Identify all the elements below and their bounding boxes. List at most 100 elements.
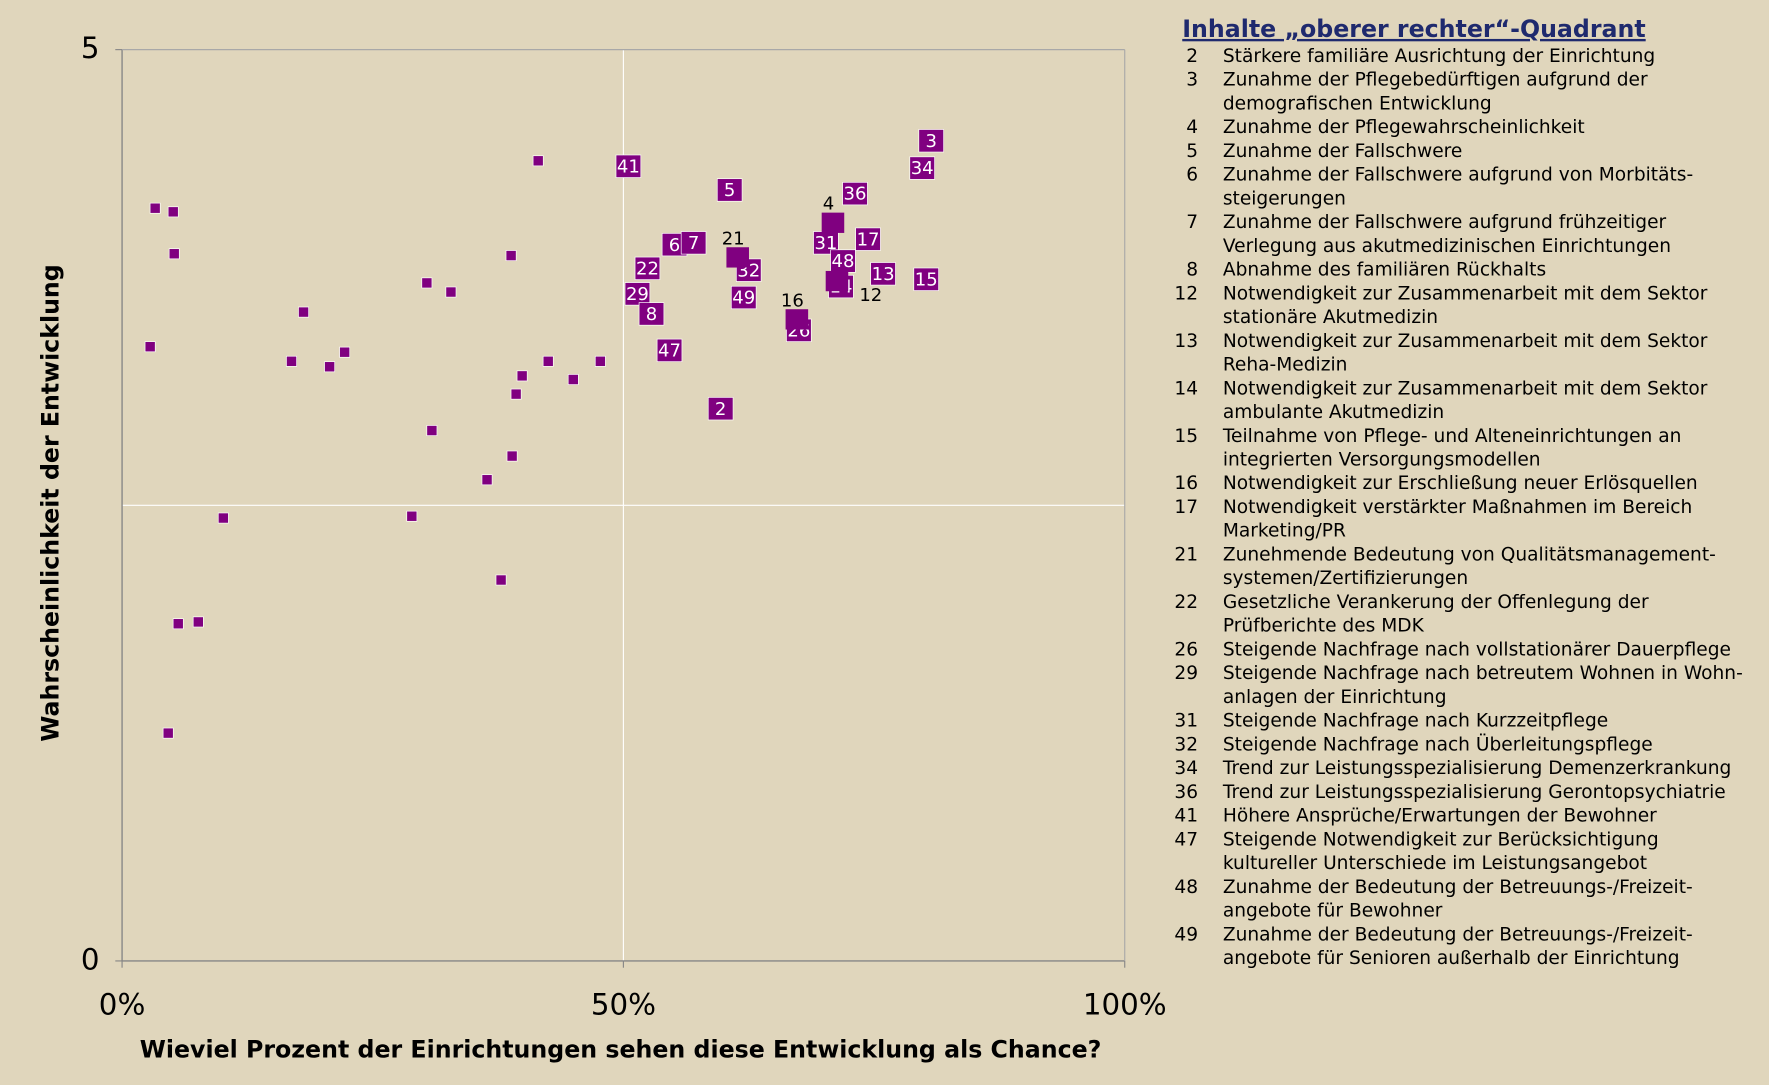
point bbox=[162, 727, 174, 739]
list-text: Höhere Ansprüche/Erwartungen der Bewohne… bbox=[1223, 806, 1657, 827]
point bbox=[217, 512, 229, 524]
point-label: 3 bbox=[925, 131, 936, 152]
list-id: 7 bbox=[1186, 212, 1198, 233]
list-id: 47 bbox=[1174, 829, 1198, 850]
point bbox=[324, 361, 336, 373]
list-text: Zunahme der Fallschwere bbox=[1223, 141, 1462, 162]
list-id: 21 bbox=[1174, 544, 1198, 565]
point bbox=[785, 309, 809, 330]
point-label: 8 bbox=[646, 304, 657, 325]
list-text: stationäre Akutmedizin bbox=[1223, 307, 1438, 328]
list-text: Zunahme der Fallschwere aufgrund von Mor… bbox=[1223, 165, 1693, 186]
point bbox=[445, 286, 457, 298]
point bbox=[842, 181, 868, 206]
point-label: 7 bbox=[688, 233, 699, 254]
list-id: 5 bbox=[1186, 141, 1198, 162]
point bbox=[506, 450, 518, 462]
list-text: Zunehmende Bedeutung von Qualitätsmanage… bbox=[1223, 544, 1716, 565]
list-text: Trend zur Leistungsspezialisierung Demen… bbox=[1222, 758, 1731, 779]
list-text: Notwendigkeit verstärkter Maßnahmen im B… bbox=[1223, 497, 1692, 518]
list-id: 36 bbox=[1174, 782, 1198, 803]
x-tick-label: 0% bbox=[99, 988, 146, 1022]
list-text: angebote für Bewohner bbox=[1223, 901, 1443, 922]
list-text: Zunahme der Fallschwere aufgrund frühzei… bbox=[1223, 212, 1667, 233]
list-text: Marketing/PR bbox=[1223, 521, 1346, 542]
point-label: 21 bbox=[722, 228, 745, 249]
point bbox=[615, 154, 642, 178]
list-id: 14 bbox=[1174, 378, 1198, 399]
point bbox=[825, 270, 849, 292]
point-label: 29 bbox=[626, 284, 649, 305]
list-text: integrierten Versorgungsmodellen bbox=[1223, 449, 1541, 470]
point bbox=[624, 282, 651, 306]
point-label: 48 bbox=[832, 251, 855, 272]
point bbox=[298, 306, 309, 318]
point bbox=[172, 618, 184, 630]
point bbox=[339, 346, 351, 358]
point bbox=[638, 302, 665, 326]
list-text: Steigende Notwendigkeit zur Berücksichti… bbox=[1223, 829, 1659, 850]
point-label: 36 bbox=[844, 184, 867, 205]
list-id: 4 bbox=[1186, 117, 1198, 138]
point bbox=[913, 267, 939, 291]
list-id: 32 bbox=[1174, 734, 1198, 755]
point bbox=[495, 574, 507, 586]
point bbox=[286, 355, 297, 367]
point bbox=[716, 178, 743, 202]
list-text: Reha-Medizin bbox=[1223, 355, 1348, 376]
list-text: ambulante Akutmedizin bbox=[1223, 402, 1444, 423]
list-text: Notwendigkeit zur Erschließung neuer Erl… bbox=[1223, 473, 1698, 494]
point-label: 2 bbox=[715, 399, 726, 420]
point-label: 41 bbox=[617, 156, 640, 177]
list-text: kultureller Unterschiede im Leistungsang… bbox=[1223, 853, 1647, 874]
point bbox=[516, 370, 528, 382]
point bbox=[594, 355, 606, 367]
list-id: 17 bbox=[1174, 497, 1198, 518]
list-id: 16 bbox=[1174, 473, 1198, 494]
list-text: Steigende Nachfrage nach Überleitungspfl… bbox=[1223, 732, 1653, 755]
list-id: 34 bbox=[1174, 758, 1198, 779]
list-text: systemen/Zertifizierungen bbox=[1223, 568, 1468, 589]
point bbox=[481, 474, 493, 486]
point bbox=[726, 247, 749, 268]
point bbox=[167, 206, 179, 218]
list-id: 2 bbox=[1186, 46, 1198, 67]
point-label: 49 bbox=[732, 288, 755, 309]
point bbox=[532, 155, 544, 167]
point bbox=[542, 355, 554, 367]
y-tick-label: 0 bbox=[81, 942, 100, 976]
point bbox=[421, 277, 433, 289]
point-label: 17 bbox=[857, 229, 880, 250]
list-text: Notwendigkeit zur Zusammenarbeit mit dem… bbox=[1223, 283, 1708, 304]
list-text: Steigende Nachfrage nach vollstationärer… bbox=[1223, 639, 1731, 660]
point-label: 22 bbox=[636, 258, 659, 279]
list-id: 3 bbox=[1186, 70, 1198, 91]
point-label: 13 bbox=[872, 264, 895, 285]
list-text: Steigende Nachfrage nach betreutem Wohne… bbox=[1223, 663, 1743, 684]
list-text: Gesetzliche Verankerung der Offenlegung … bbox=[1223, 592, 1649, 613]
list-text: demografischen Entwicklung bbox=[1223, 93, 1492, 114]
point bbox=[821, 212, 845, 233]
list-text: Trend zur Leistungsspezialisierung Geron… bbox=[1222, 782, 1726, 803]
point-label: 47 bbox=[658, 340, 681, 361]
point bbox=[870, 262, 896, 286]
list-text: anlagen der Einrichtung bbox=[1223, 687, 1447, 708]
point bbox=[144, 341, 156, 353]
list-text: angebote für Senioren außerhalb der Einr… bbox=[1223, 948, 1680, 969]
x-tick-label: 100% bbox=[1083, 988, 1167, 1022]
point-label: 12 bbox=[859, 285, 882, 306]
list-text: Prüfberichte des MDK bbox=[1223, 616, 1425, 637]
list-text: Stärkere familiäre Ausrichtung der Einri… bbox=[1223, 46, 1655, 67]
point bbox=[855, 227, 881, 251]
point bbox=[426, 425, 438, 436]
point bbox=[680, 231, 707, 255]
list-text: Notwendigkeit zur Zusammenarbeit mit dem… bbox=[1223, 378, 1708, 399]
point bbox=[730, 285, 757, 310]
list-title: Inhalte „oberer rechter“-Quadrant bbox=[1182, 15, 1645, 43]
point bbox=[909, 156, 935, 180]
point bbox=[656, 338, 683, 362]
point-label: 31 bbox=[814, 233, 837, 254]
